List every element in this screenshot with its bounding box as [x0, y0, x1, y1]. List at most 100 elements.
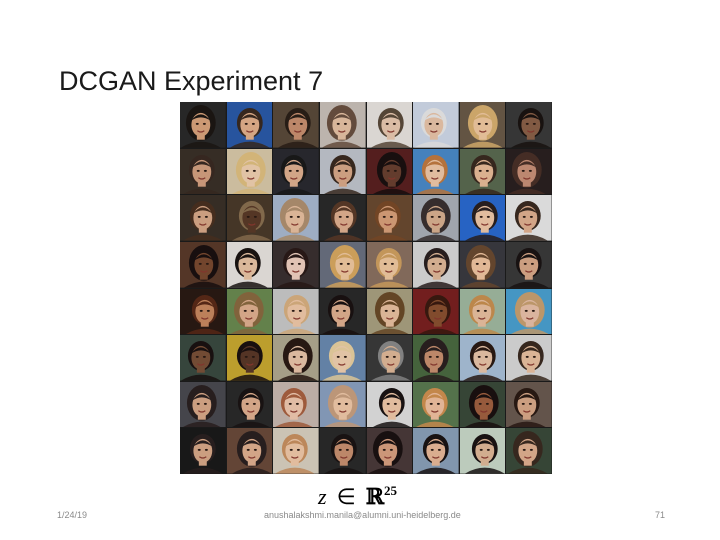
face-sample-image — [226, 195, 273, 241]
face-sample-tile — [226, 288, 273, 335]
face-sample-tile — [413, 148, 459, 195]
face-sample-tile — [319, 102, 366, 148]
face-sample-image — [413, 102, 459, 148]
face-sample-image — [273, 195, 319, 241]
face-sample-image — [180, 148, 226, 195]
face-sample-tile — [319, 288, 366, 335]
face-sample-image — [366, 335, 413, 381]
face-sample-image — [366, 428, 413, 474]
face-sample-image — [273, 381, 319, 428]
face-sample-image — [459, 102, 506, 148]
slide-title: DCGAN Experiment 7 — [59, 66, 324, 96]
face-sample-image — [273, 148, 319, 195]
formula-variable: z — [318, 484, 327, 509]
face-sample-tile — [459, 335, 506, 381]
face-sample-image — [506, 195, 552, 241]
face-sample-tile — [273, 335, 319, 381]
face-sample-tile — [180, 381, 226, 428]
face-sample-image — [506, 335, 552, 381]
face-sample-tile — [459, 381, 506, 428]
formula-set: ℝ — [365, 484, 385, 510]
face-sample-image — [506, 288, 552, 335]
formula-operator: ∈ — [336, 484, 356, 509]
face-sample-image — [226, 241, 273, 288]
face-sample-image — [459, 335, 506, 381]
face-sample-tile — [413, 335, 459, 381]
face-sample-image — [180, 288, 226, 335]
face-sample-tile — [506, 288, 552, 335]
face-sample-tile — [413, 288, 459, 335]
face-sample-tile — [413, 195, 459, 241]
face-sample-tile — [366, 428, 413, 474]
face-sample-tile — [273, 381, 319, 428]
face-sample-image — [180, 241, 226, 288]
face-sample-tile — [366, 195, 413, 241]
face-sample-tile — [319, 195, 366, 241]
face-sample-image — [273, 241, 319, 288]
face-sample-image — [226, 288, 273, 335]
face-sample-image — [366, 148, 413, 195]
face-sample-tile — [319, 428, 366, 474]
face-sample-tile — [180, 288, 226, 335]
face-sample-tile — [366, 381, 413, 428]
face-sample-image — [506, 148, 552, 195]
face-sample-image — [180, 195, 226, 241]
face-sample-tile — [506, 195, 552, 241]
face-sample-image — [413, 381, 459, 428]
face-sample-image — [413, 335, 459, 381]
face-sample-tile — [366, 148, 413, 195]
face-sample-image — [506, 102, 552, 148]
face-sample-image — [319, 102, 366, 148]
face-sample-tile — [273, 148, 319, 195]
face-sample-image — [459, 195, 506, 241]
face-sample-image — [273, 335, 319, 381]
latent-space-formula: z ∈ ℝ25 — [318, 476, 397, 512]
face-sample-image — [366, 381, 413, 428]
face-sample-image — [180, 335, 226, 381]
face-sample-tile — [226, 381, 273, 428]
face-sample-image — [413, 288, 459, 335]
face-sample-image — [459, 148, 506, 195]
face-sample-image — [366, 195, 413, 241]
face-sample-tile — [366, 102, 413, 148]
face-sample-image — [413, 428, 459, 474]
face-sample-image — [319, 195, 366, 241]
face-sample-tile — [273, 241, 319, 288]
face-sample-tile — [180, 195, 226, 241]
face-sample-image — [273, 288, 319, 335]
face-sample-image — [459, 241, 506, 288]
face-sample-image — [366, 288, 413, 335]
face-sample-tile — [319, 335, 366, 381]
face-sample-image — [366, 241, 413, 288]
face-sample-tile — [413, 381, 459, 428]
face-sample-tile — [319, 241, 366, 288]
face-sample-tile — [506, 102, 552, 148]
face-sample-image — [319, 288, 366, 335]
face-sample-tile — [506, 381, 552, 428]
face-sample-image — [226, 381, 273, 428]
face-sample-tile — [506, 148, 552, 195]
face-sample-tile — [413, 428, 459, 474]
face-sample-tile — [180, 241, 226, 288]
face-sample-tile — [226, 335, 273, 381]
formula-exponent: 25 — [384, 483, 398, 498]
face-sample-image — [319, 381, 366, 428]
face-sample-tile — [459, 288, 506, 335]
face-sample-image — [226, 102, 273, 148]
footer-page-number: 71 — [655, 510, 666, 520]
face-sample-image — [459, 288, 506, 335]
face-sample-tile — [180, 102, 226, 148]
face-sample-image — [506, 428, 552, 474]
face-sample-image — [319, 148, 366, 195]
face-sample-tile — [180, 428, 226, 474]
face-sample-image — [180, 428, 226, 474]
face-sample-tile — [226, 241, 273, 288]
face-sample-tile — [319, 381, 366, 428]
face-sample-image — [506, 241, 552, 288]
face-sample-image — [366, 102, 413, 148]
face-sample-image — [459, 428, 506, 474]
face-sample-tile — [366, 241, 413, 288]
face-sample-tile — [459, 428, 506, 474]
face-sample-tile — [226, 428, 273, 474]
face-sample-tile — [459, 195, 506, 241]
